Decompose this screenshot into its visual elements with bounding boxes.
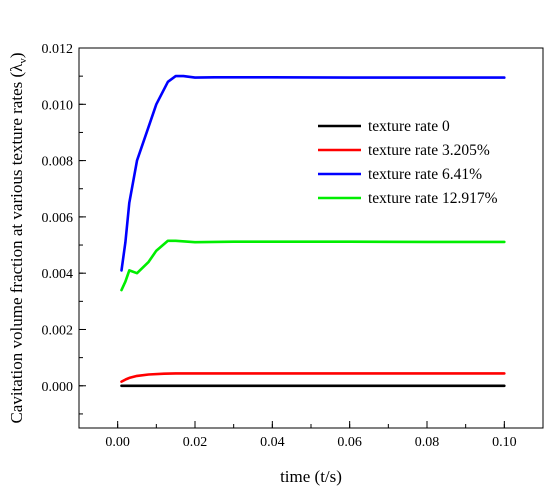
series-lines <box>120 74 506 388</box>
x-axis: 0.00 0.02 0.04 0.06 0.08 0.10 <box>105 421 517 450</box>
legend-label-2: texture rate 6.41% <box>368 166 482 183</box>
x-tick-label: 0.10 <box>492 435 517 450</box>
y-axis-title: Cavitation volume fraction at various te… <box>7 52 29 423</box>
x-axis-title: time (t/s) <box>280 467 342 486</box>
series-line-3 <box>120 239 506 292</box>
plot-area <box>78 47 544 429</box>
x-tick-label: 0.06 <box>337 435 362 450</box>
legend-label-0: texture rate 0 <box>368 118 450 135</box>
legend-label-1: texture rate 3.205% <box>368 142 490 159</box>
y-axis-title-subscript: v <box>17 58 29 64</box>
y-axis-title-main: Cavitation volume fraction at various te… <box>7 63 26 424</box>
y-axis: 0.000 0.002 0.004 0.006 0.008 0.010 0.012 <box>42 42 86 415</box>
y-tick-label: 0.002 <box>42 323 74 338</box>
y-tick-label: 0.004 <box>42 267 74 282</box>
y-tick-label: 0.000 <box>42 380 74 395</box>
y-tick-label: 0.008 <box>42 155 74 170</box>
legend: texture rate 0 texture rate 3.205% texture… <box>318 118 498 207</box>
y-tick-label: 0.010 <box>42 98 74 113</box>
x-tick-label: 0.04 <box>260 435 285 450</box>
legend-label-3: texture rate 12.917% <box>368 190 498 207</box>
y-axis-title-suffix: ) <box>7 52 26 58</box>
x-tick-label: 0.08 <box>415 435 440 450</box>
y-tick-label: 0.006 <box>42 211 74 226</box>
x-tick-label: 0.00 <box>105 435 130 450</box>
plot-frame <box>78 47 544 429</box>
x-tick-label: 0.02 <box>183 435 208 450</box>
series-line-1 <box>120 372 506 383</box>
series-line-2 <box>120 74 506 272</box>
y-tick-label: 0.012 <box>42 42 74 57</box>
